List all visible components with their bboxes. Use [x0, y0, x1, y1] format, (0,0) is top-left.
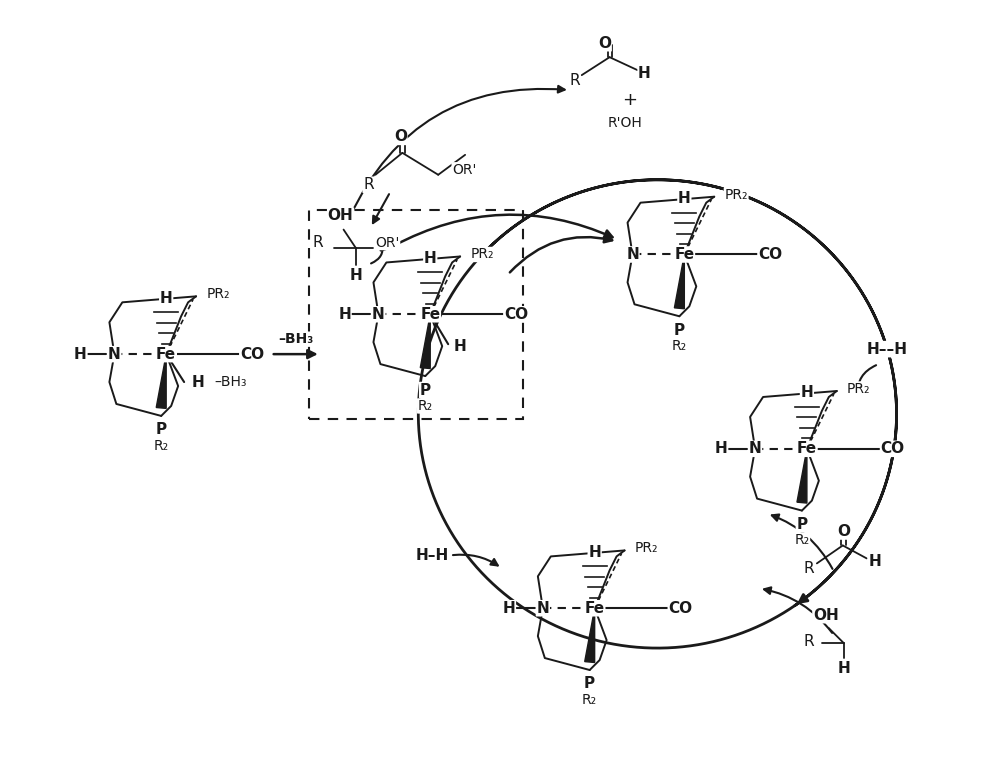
Text: N: N	[372, 307, 385, 321]
Text: OR': OR'	[452, 163, 477, 176]
Text: H: H	[638, 66, 651, 81]
Text: Fe: Fe	[420, 307, 440, 321]
Polygon shape	[156, 354, 166, 408]
Text: –BH₃: –BH₃	[278, 332, 313, 347]
Text: H: H	[678, 191, 691, 206]
Text: R: R	[312, 235, 323, 250]
Text: CO: CO	[240, 347, 264, 361]
Text: H: H	[868, 554, 881, 569]
Bar	[309, 209, 523, 419]
Text: H: H	[715, 441, 728, 456]
Text: PR₂: PR₂	[206, 288, 230, 301]
Polygon shape	[585, 608, 595, 662]
Text: R₂: R₂	[154, 439, 169, 453]
Text: H: H	[454, 339, 467, 354]
Text: H: H	[338, 307, 351, 321]
Text: –BH₃: –BH₃	[214, 375, 247, 389]
Text: H: H	[160, 291, 173, 306]
Text: Fe: Fe	[156, 347, 176, 361]
Polygon shape	[420, 314, 430, 368]
Text: H–H: H–H	[416, 548, 449, 563]
Text: H: H	[801, 386, 813, 401]
Text: H: H	[588, 545, 601, 560]
Text: R₂: R₂	[418, 399, 433, 413]
Text: H: H	[74, 347, 87, 361]
Text: O: O	[837, 524, 850, 539]
Polygon shape	[797, 448, 807, 503]
Text: P: P	[156, 423, 167, 437]
Text: H: H	[192, 375, 205, 390]
Text: O: O	[394, 129, 407, 144]
Polygon shape	[674, 255, 684, 309]
Text: H: H	[837, 660, 850, 676]
Text: H: H	[424, 251, 437, 266]
Text: PR₂: PR₂	[847, 382, 870, 396]
Text: +: +	[622, 91, 637, 109]
Text: P: P	[420, 383, 431, 397]
Text: H––H: H––H	[866, 342, 907, 357]
Text: CO: CO	[881, 441, 905, 456]
Text: P: P	[674, 323, 685, 338]
Text: R: R	[804, 633, 814, 648]
Text: CO: CO	[504, 307, 528, 321]
Text: R: R	[363, 177, 374, 192]
Text: Fe: Fe	[797, 441, 817, 456]
Text: OR': OR'	[375, 235, 400, 249]
Text: P: P	[584, 677, 595, 691]
Text: R₂: R₂	[794, 533, 809, 547]
Text: P: P	[796, 517, 807, 532]
Text: OH: OH	[813, 608, 839, 622]
Text: R: R	[804, 561, 814, 576]
Text: N: N	[536, 601, 549, 615]
Text: CO: CO	[758, 247, 782, 262]
Text: PR₂: PR₂	[470, 248, 494, 262]
Text: PR₂: PR₂	[724, 187, 748, 201]
Text: PR₂: PR₂	[635, 542, 658, 555]
Text: R₂: R₂	[672, 339, 687, 353]
Text: CO: CO	[668, 601, 692, 615]
Text: R₂: R₂	[582, 693, 597, 707]
Text: R: R	[569, 73, 580, 88]
Text: N: N	[108, 347, 121, 361]
Text: Fe: Fe	[674, 247, 694, 262]
Text: N: N	[749, 441, 761, 456]
Text: O: O	[598, 36, 611, 51]
Text: H: H	[349, 268, 362, 283]
Text: OH: OH	[328, 208, 353, 223]
Text: Fe: Fe	[585, 601, 605, 615]
Text: H: H	[503, 601, 515, 615]
Text: N: N	[626, 247, 639, 262]
Text: R'OH: R'OH	[607, 116, 642, 130]
